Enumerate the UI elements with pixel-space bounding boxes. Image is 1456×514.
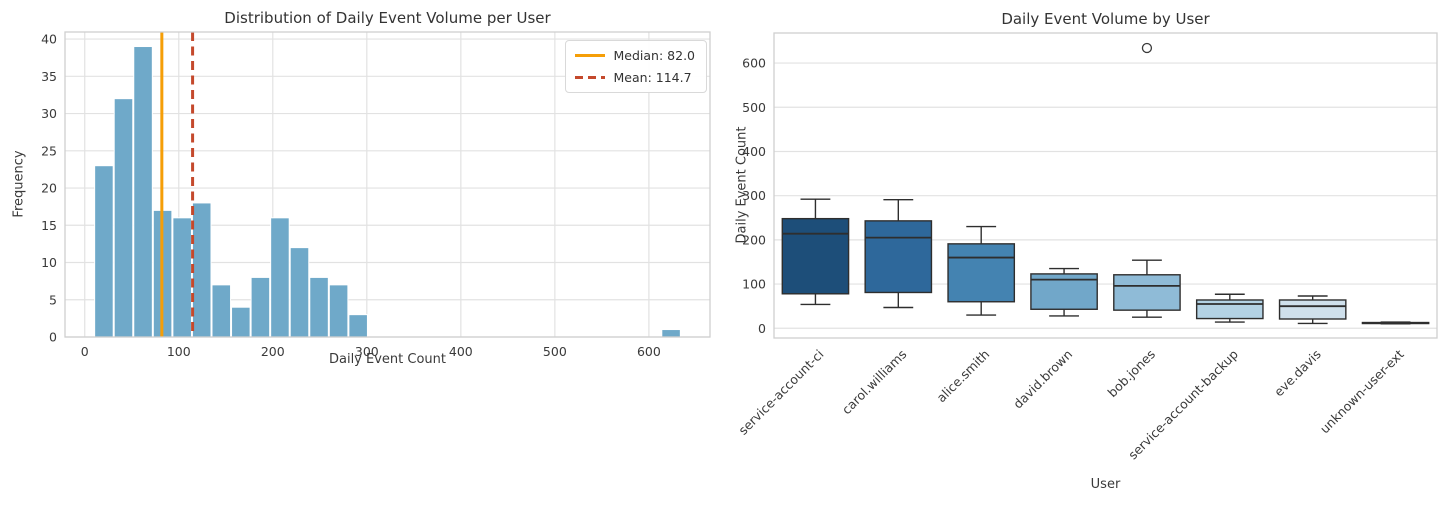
histogram-bar <box>94 165 114 338</box>
x-category-label: bob.jones <box>1104 347 1158 401</box>
x-tick-label: 300 <box>355 344 379 359</box>
box <box>1195 299 1264 320</box>
y-tick-label: 35 <box>41 69 57 84</box>
legend-entry-median: Median: 82.0 <box>574 48 695 63</box>
legend-label-mean: Mean: 114.7 <box>613 70 692 85</box>
y-tick-label: 300 <box>742 188 766 203</box>
legend-entry-mean: Mean: 114.7 <box>574 70 695 85</box>
histogram-bar <box>661 329 681 338</box>
y-tick-label: 40 <box>41 32 57 47</box>
histogram-bar <box>231 306 251 338</box>
outlier-point <box>1141 42 1153 54</box>
boxplot-plot: 0 100 200 300 400 500 600 service-account-ci car… <box>735 32 1438 462</box>
x-category-label: david.brown <box>1010 347 1075 412</box>
histogram-title: Distribution of Daily Event Volume per U… <box>224 9 551 27</box>
x-category-label: eve.davis <box>1271 347 1324 400</box>
histogram-bar <box>328 284 349 338</box>
box <box>947 243 1016 303</box>
x-tick-label: 200 <box>261 344 285 359</box>
y-tick-label: 10 <box>41 255 57 270</box>
legend-label-median: Median: 82.0 <box>613 48 695 63</box>
boxplot-x-axis-label: User <box>1090 477 1121 492</box>
mean-line-swatch <box>574 76 605 79</box>
y-tick-label: 200 <box>742 232 766 247</box>
histogram-panel: 0 100 200 300 400 500 600 0 5 10 15 20 25 30 35 40 Dist… <box>11 9 711 367</box>
boxplot-y-axis-label: Daily Event Count <box>734 126 750 244</box>
histogram-bar <box>172 217 192 338</box>
histogram-bar <box>113 98 134 338</box>
box <box>864 220 933 294</box>
x-tick-label: 400 <box>449 344 473 359</box>
axes-frame <box>64 31 711 338</box>
x-tick-label: 100 <box>167 344 191 359</box>
x-tick-label: 600 <box>637 344 661 359</box>
x-tick-label: 0 <box>81 344 89 359</box>
legend: Median: 82.0 Mean: 114.7 <box>564 40 707 93</box>
y-tick-label: 0 <box>758 321 766 336</box>
box <box>781 217 850 295</box>
histogram-bar <box>289 247 310 338</box>
y-tick-label: 30 <box>41 106 57 121</box>
y-tick-label: 500 <box>742 100 766 115</box>
y-tick-label: 25 <box>41 143 57 158</box>
y-tick-label: 20 <box>41 181 57 196</box>
x-category-label: service-account-ci <box>735 347 826 438</box>
histogram-y-axis-label: Frequency <box>11 150 27 218</box>
x-category-label: unknown-user-ext <box>1317 346 1407 436</box>
y-tick-label: 400 <box>742 144 766 159</box>
histogram-plot: 0 100 200 300 400 500 600 0 5 10 15 20 25 30 35 40 <box>41 31 711 359</box>
y-tick-label: 5 <box>49 292 57 307</box>
median-line-swatch <box>574 54 605 57</box>
histogram-bar <box>211 284 232 338</box>
histogram-bar <box>191 202 212 338</box>
axes-frame <box>773 32 1438 339</box>
y-tick-label: 100 <box>742 277 766 292</box>
x-category-label: carol.williams <box>839 347 910 418</box>
y-tick-label: 15 <box>41 218 57 233</box>
histogram-bar <box>270 217 290 338</box>
box <box>1278 299 1347 320</box>
histogram-bar <box>133 46 153 338</box>
histogram-x-axis-label: Daily Event Count <box>328 352 446 367</box>
y-tick-label: 600 <box>742 56 766 71</box>
box <box>1113 274 1181 311</box>
x-category-label: alice.smith <box>934 347 993 406</box>
histogram-bar <box>348 314 368 338</box>
boxplot-title: Daily Event Volume by User <box>1001 10 1210 28</box>
histogram-bar <box>250 276 271 338</box>
histogram-bar <box>309 276 329 338</box>
x-tick-label: 500 <box>543 344 567 359</box>
boxplot-panel: 0 100 200 300 400 500 600 service-account-ci car… <box>728 0 1456 514</box>
y-tick-label: 0 <box>49 330 57 345</box>
